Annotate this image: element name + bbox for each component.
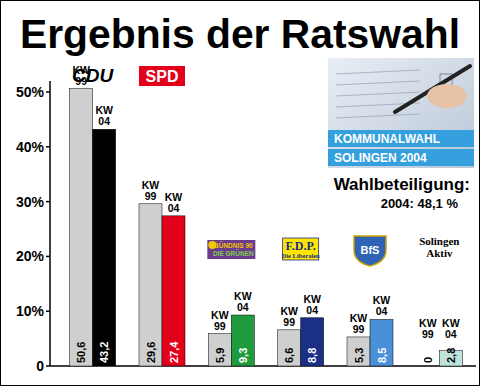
bar [162,216,185,366]
y-tick-label: 50% [16,84,45,100]
y-tick [46,146,50,148]
data-label: 43,2 [98,342,110,363]
chart: Ergebnis der Ratswahl 0 10% 20% 30% 40% 50% 50,… [0,0,480,386]
series-label: KW04 [95,104,113,127]
series-label: KW04 [303,293,321,316]
data-label: 0 [422,357,434,363]
annotation: SOLINGEN 2004 [334,151,427,165]
data-label: 6,6 [283,348,295,363]
bar [208,334,231,366]
category-label: SPD [146,68,179,85]
category-label: BfS [361,244,380,256]
series-label-line: 04 [168,202,180,214]
band [328,130,474,147]
category-line: Solingen [419,235,459,247]
y-tick-label: 40% [16,139,45,155]
photo-line [336,70,420,74]
y-tick [46,256,50,258]
series-label: KW04 [373,294,391,317]
bar [139,204,162,366]
series-label: KW99 [419,317,437,340]
series-label: KW04 [165,191,183,214]
logo-shield [354,236,386,266]
series-label-line: 04 [306,304,318,316]
data-label: 9,3 [237,348,249,363]
y-tick-label: 10% [16,303,45,319]
data-label: 5,9 [214,348,226,363]
category-line: BÜNDNIS 90 [214,241,253,249]
series-label: KW04 [234,290,252,313]
category-label: BÜNDNIS 90DIE GRÜNEN [213,241,254,257]
photo-hand [427,84,467,108]
category-line: DIE GRÜNEN [213,249,254,257]
y-tick [46,310,50,312]
y-tick [46,201,50,203]
photo-pen [395,66,470,112]
y-tick-label: 30% [16,194,45,210]
category-line: Die Liberalen [282,252,320,259]
series-label-line: 99 [422,328,434,340]
y-tick [46,365,50,367]
bar [278,330,301,366]
data-label: 27,4 [168,341,180,363]
series-label: KW04 [442,317,460,340]
category-label: SolingenAktiv [419,235,459,259]
series-label: KW99 [280,305,298,328]
photo-line [336,92,420,96]
category-line: Aktiv [426,247,453,259]
bar [231,315,254,366]
frame [1,1,480,386]
y-tick [46,91,50,93]
bar [93,129,116,366]
band [328,149,474,166]
title: Ergebnis der Ratswahl [20,12,460,56]
series-label-line: 04 [376,305,388,317]
annotation: 2004: 48,1 % [381,196,459,211]
category-line: F.D.P. [286,239,316,253]
data-label: 5,3 [353,348,365,363]
page: {"chart_data": { "type": "bar", "title":… [0,0,480,386]
series-label-line: 99 [353,323,365,335]
series-label-line: 04 [98,115,110,127]
bar [416,366,439,367]
data-label: 50,6 [75,342,87,363]
data-label: 2,8 [445,348,457,363]
series-label-line: 99 [145,190,157,202]
photo-line [336,81,420,85]
y-tick-label: 20% [16,248,45,264]
data-label: 8,5 [376,348,388,363]
photo [328,58,474,168]
series-label-line: 04 [237,301,249,313]
annotation: KOMMUNALWAHL [334,132,440,146]
series-label-line: 99 [283,316,295,328]
bar [70,89,93,366]
logo-box [207,240,255,259]
y-tick-label: 0 [36,358,44,374]
series-label-line: 04 [445,328,457,340]
annotation: Wahlbeteiligung: [334,175,470,194]
data-label: 29,6 [145,342,157,363]
category-label: F.D.P.Die Liberalen [282,239,320,259]
series-label-line: 99 [214,320,226,332]
bar [347,337,370,366]
series-label: KW99 [350,312,368,335]
y-axis [49,81,51,366]
series-label: KW99 [211,309,229,332]
series-label: KW99 [142,179,160,202]
logo-box [139,66,185,86]
category-label: CDU [72,65,114,86]
bar [301,318,324,366]
photo-line [336,114,420,118]
bar [370,319,393,366]
data-label: 8,8 [306,348,318,363]
